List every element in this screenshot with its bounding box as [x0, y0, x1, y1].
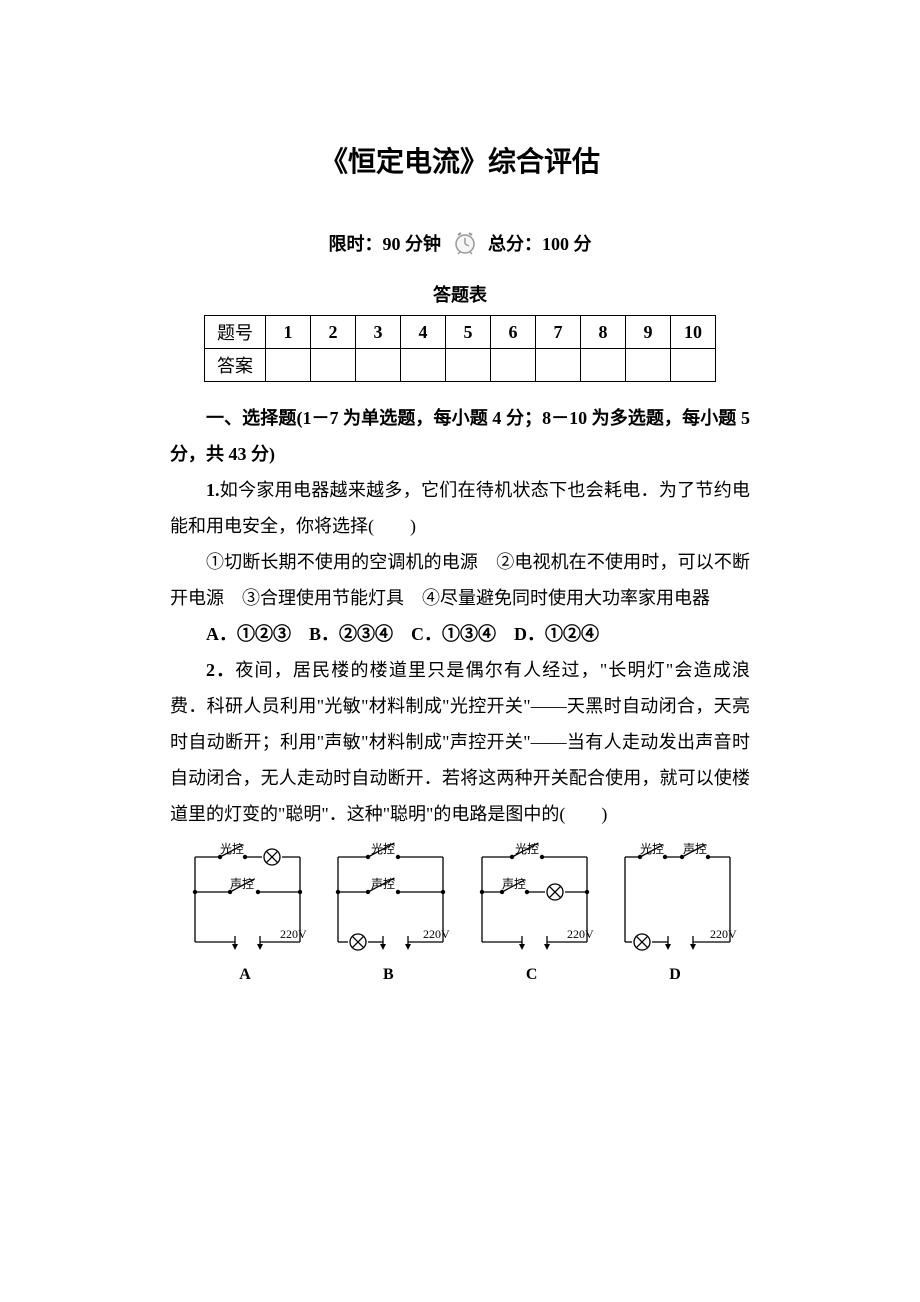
col-number: 1 [266, 316, 311, 349]
svg-text:220V: 220V [710, 927, 737, 941]
clock-icon [452, 230, 478, 261]
circuit-diagrams: 光控声控220V A 光控声控220V B 光控声控220V C 光控声控220… [170, 842, 750, 984]
col-number: 6 [491, 316, 536, 349]
answer-cell [536, 349, 581, 382]
answer-cell [311, 349, 356, 382]
row-header: 题号 [205, 316, 266, 349]
document-page: 《恒定电流》综合评估 限时：90 分钟 总分：100 分 答题表 题号 1 2 … [0, 0, 920, 1302]
answer-cell [401, 349, 446, 382]
time-limit: 限时：90 分钟 [329, 234, 442, 254]
circuit-a: 光控声控 220V A [180, 842, 310, 984]
svg-text:光控: 光控 [220, 842, 244, 856]
circuit-label: B [323, 966, 453, 984]
subtitle-line: 限时：90 分钟 总分：100 分 [170, 230, 750, 261]
circuit-d: 光控 声控 220V D [610, 842, 740, 984]
answer-cell [266, 349, 311, 382]
col-number: 3 [356, 316, 401, 349]
svg-text:声控: 声控 [371, 877, 395, 891]
section-heading: 一、选择题(1－7 为单选题，每小题 4 分；8－10 为多选题，每小题 5 分… [170, 400, 750, 472]
col-number: 5 [446, 316, 491, 349]
col-number: 4 [401, 316, 446, 349]
col-number: 8 [581, 316, 626, 349]
answer-cell [671, 349, 716, 382]
col-number: 9 [626, 316, 671, 349]
q1-stem: 1.如今家用电器越来越多，它们在待机状态下也会耗电．为了节约电能和用电安全，你将… [170, 472, 750, 544]
body-text: 一、选择题(1－7 为单选题，每小题 4 分；8－10 为多选题，每小题 5 分… [170, 400, 750, 832]
circuit-c: 光控声控 220V C [467, 842, 597, 984]
svg-text:光控: 光控 [371, 842, 395, 856]
answer-table-caption: 答题表 [170, 281, 750, 307]
answer-cell [581, 349, 626, 382]
answer-cell [626, 349, 671, 382]
page-title: 《恒定电流》综合评估 [170, 140, 750, 180]
svg-text:220V: 220V [567, 927, 594, 941]
svg-text:220V: 220V [423, 927, 450, 941]
answer-table: 题号 1 2 3 4 5 6 7 8 9 10 答案 [204, 315, 716, 382]
q1-options: A．①②③ B．②③④ C．①③④ D．①②④ [170, 616, 750, 652]
q2-stem: 2．夜间，居民楼的楼道里只是偶尔有人经过，"长明灯"会造成浪费．科研人员利用"光… [170, 652, 750, 832]
circuit-label: A [180, 966, 310, 984]
col-number: 10 [671, 316, 716, 349]
svg-text:声控: 声控 [502, 877, 526, 891]
circuit-label: C [467, 966, 597, 984]
svg-text:声控: 声控 [230, 877, 254, 891]
answer-cell [491, 349, 536, 382]
total-score: 总分：100 分 [488, 234, 592, 254]
svg-text:220V: 220V [280, 927, 307, 941]
table-row: 题号 1 2 3 4 5 6 7 8 9 10 [205, 316, 716, 349]
answer-cell [446, 349, 491, 382]
answer-cell [356, 349, 401, 382]
svg-text:声控: 声控 [683, 842, 707, 856]
circuit-label: D [610, 966, 740, 984]
svg-text:光控: 光控 [515, 842, 539, 856]
circuit-b: 光控声控 220V B [323, 842, 453, 984]
table-row: 答案 [205, 349, 716, 382]
col-number: 2 [311, 316, 356, 349]
q1-choices: ①切断长期不使用的空调机的电源 ②电视机在不使用时，可以不断开电源 ③合理使用节… [170, 544, 750, 616]
row-header: 答案 [205, 349, 266, 382]
svg-text:光控: 光控 [640, 842, 664, 856]
col-number: 7 [536, 316, 581, 349]
